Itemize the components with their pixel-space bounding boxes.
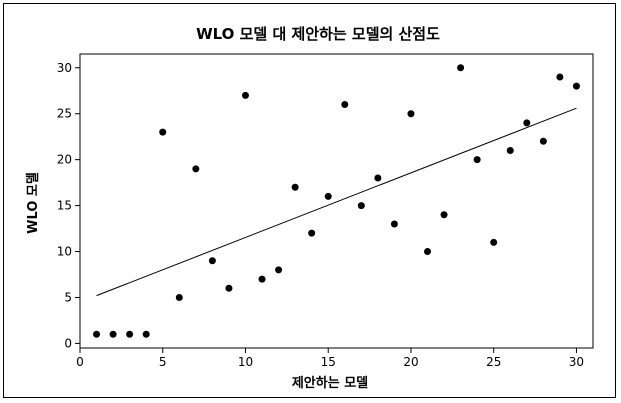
data-point (109, 330, 117, 338)
x-axis: 0 5 10 15 20 25 30 (76, 348, 584, 369)
data-point (291, 183, 299, 191)
data-point (324, 192, 332, 200)
y-tick-label: 10 (57, 245, 72, 259)
y-tick-label: 15 (57, 199, 72, 213)
y-tick-label: 0 (64, 336, 72, 350)
x-axis-label: 제안하는 모델 (292, 375, 368, 391)
data-point (506, 146, 514, 154)
data-point (457, 64, 465, 72)
data-point (374, 174, 382, 182)
x-tick-label: 5 (159, 355, 167, 369)
data-point (424, 248, 432, 256)
data-point (539, 137, 547, 145)
y-axis-label: WLO 모델 (26, 172, 41, 234)
y-tick-label: 20 (57, 153, 72, 167)
y-axis: 0 5 10 15 20 25 30 (57, 61, 80, 350)
data-point (225, 284, 233, 292)
y-tick-label: 30 (57, 61, 72, 75)
data-point (175, 293, 183, 301)
data-point (208, 257, 216, 265)
data-point (341, 101, 349, 109)
chart-title: WLO 모델 대 제안하는 모델의 산점도 (196, 25, 440, 43)
data-point (390, 220, 398, 228)
data-point (275, 266, 283, 274)
x-tick-label: 30 (569, 355, 584, 369)
x-tick-label: 25 (486, 355, 501, 369)
plot-area (79, 53, 594, 349)
data-point (490, 238, 498, 246)
data-point (407, 110, 415, 118)
trend-line (96, 107, 577, 297)
data-point (93, 330, 101, 338)
data-point (241, 91, 249, 99)
data-point (126, 330, 134, 338)
data-point (159, 128, 167, 136)
data-point (523, 119, 531, 127)
data-point (308, 229, 316, 237)
data-point (556, 73, 564, 81)
y-tick-label: 5 (64, 290, 72, 304)
data-point (142, 330, 150, 338)
data-point (192, 165, 200, 173)
data-point (258, 275, 266, 283)
data-point (357, 202, 365, 210)
x-tick-label: 20 (403, 355, 418, 369)
data-point (440, 211, 448, 219)
chart-frame (3, 3, 616, 398)
data-points (93, 64, 580, 338)
data-point (572, 82, 580, 90)
data-point (473, 156, 481, 164)
y-tick-label: 25 (57, 107, 72, 121)
x-tick-label: 0 (76, 355, 84, 369)
x-tick-label: 15 (321, 355, 336, 369)
x-tick-label: 10 (238, 355, 253, 369)
